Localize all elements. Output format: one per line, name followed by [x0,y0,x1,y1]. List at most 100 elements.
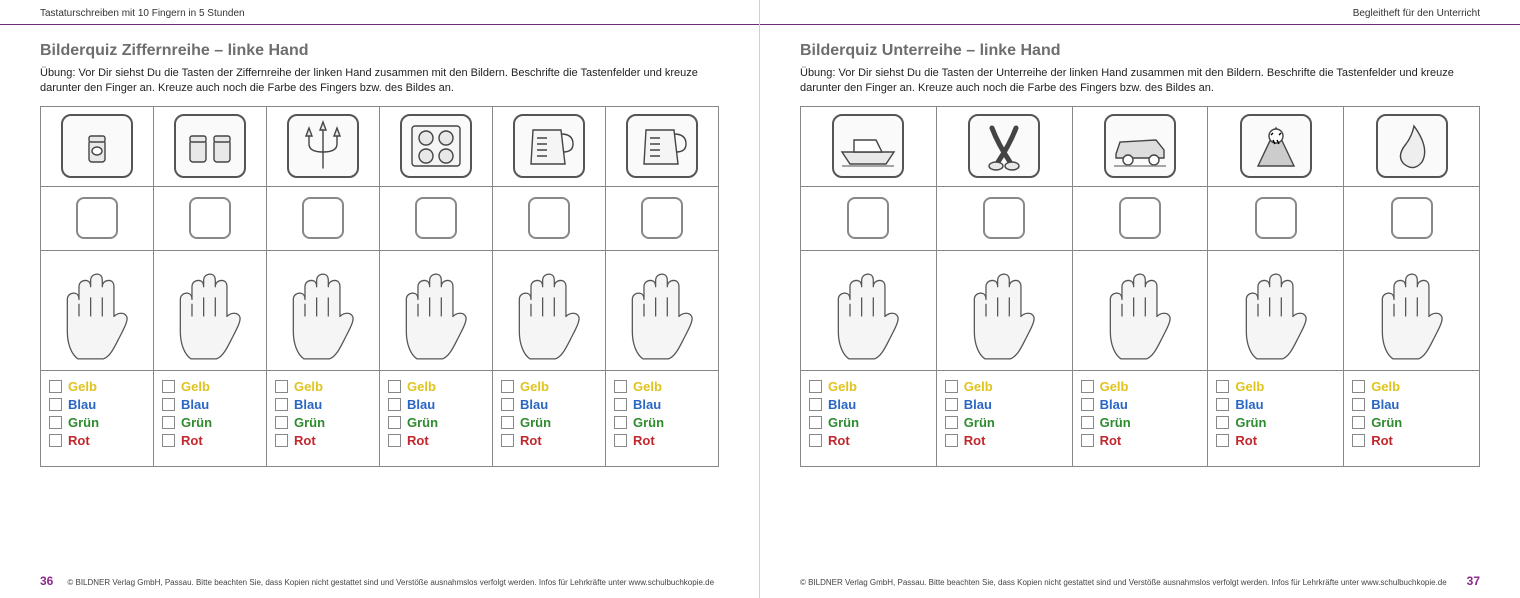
color-option-gelb[interactable]: Gelb [1081,379,1129,394]
color-option-grün[interactable]: Grün [501,415,551,430]
checkbox-icon[interactable] [49,398,62,411]
key-input-box[interactable] [641,197,683,239]
color-option-grün[interactable]: Grün [945,415,995,430]
checkbox-icon[interactable] [162,380,175,393]
color-option-gelb[interactable]: Gelb [501,379,549,394]
checkbox-icon[interactable] [275,416,288,429]
color-option-blau[interactable]: Blau [1216,397,1263,412]
color-option-blau[interactable]: Blau [945,397,992,412]
color-option-rot[interactable]: Rot [945,433,986,448]
key-input-box[interactable] [528,197,570,239]
key-input-box[interactable] [76,197,118,239]
checkbox-icon[interactable] [275,380,288,393]
color-option-blau[interactable]: Blau [501,397,548,412]
checkbox-icon[interactable] [49,434,62,447]
checkbox-icon[interactable] [614,398,627,411]
key-input-box[interactable] [415,197,457,239]
checkbox-icon[interactable] [1081,380,1094,393]
checkbox-icon[interactable] [162,434,175,447]
color-option-grün[interactable]: Grün [162,415,212,430]
checkbox-icon[interactable] [1216,398,1229,411]
color-label: Gelb [1100,379,1129,394]
color-option-rot[interactable]: Rot [1352,433,1393,448]
color-option-grün[interactable]: Grün [49,415,99,430]
checkbox-icon[interactable] [809,398,822,411]
checkbox-icon[interactable] [945,434,958,447]
checkbox-icon[interactable] [945,416,958,429]
checkbox-icon[interactable] [614,416,627,429]
color-option-rot[interactable]: Rot [614,433,655,448]
color-option-blau[interactable]: Blau [388,397,435,412]
checkbox-icon[interactable] [1216,434,1229,447]
color-option-blau[interactable]: Blau [809,397,856,412]
key-input-box[interactable] [847,197,889,239]
color-option-blau[interactable]: Blau [614,397,661,412]
color-option-blau[interactable]: Blau [162,397,209,412]
color-option-rot[interactable]: Rot [1216,433,1257,448]
color-option-grün[interactable]: Grün [388,415,438,430]
checkbox-icon[interactable] [1081,434,1094,447]
color-option-gelb[interactable]: Gelb [809,379,857,394]
color-option-grün[interactable]: Grün [1081,415,1131,430]
color-option-grün[interactable]: Grün [1352,415,1402,430]
color-option-rot[interactable]: Rot [388,433,429,448]
checkbox-icon[interactable] [1352,398,1365,411]
color-option-gelb[interactable]: Gelb [1216,379,1264,394]
color-option-gelb[interactable]: Gelb [1352,379,1400,394]
checkbox-icon[interactable] [501,434,514,447]
checkbox-icon[interactable] [501,398,514,411]
key-input-box[interactable] [1119,197,1161,239]
checkbox-icon[interactable] [945,380,958,393]
color-option-blau[interactable]: Blau [1081,397,1128,412]
checkbox-icon[interactable] [809,434,822,447]
checkbox-icon[interactable] [1216,380,1229,393]
color-option-rot[interactable]: Rot [162,433,203,448]
checkbox-icon[interactable] [809,380,822,393]
checkbox-icon[interactable] [49,380,62,393]
checkbox-icon[interactable] [809,416,822,429]
checkbox-icon[interactable] [614,380,627,393]
color-option-blau[interactable]: Blau [275,397,322,412]
checkbox-icon[interactable] [614,434,627,447]
key-input-box[interactable] [302,197,344,239]
color-option-blau[interactable]: Blau [1352,397,1399,412]
checkbox-icon[interactable] [49,416,62,429]
checkbox-icon[interactable] [1352,380,1365,393]
key-input-box[interactable] [983,197,1025,239]
checkbox-icon[interactable] [388,398,401,411]
checkbox-icon[interactable] [388,434,401,447]
color-option-rot[interactable]: Rot [275,433,316,448]
checkbox-icon[interactable] [275,434,288,447]
key-input-box[interactable] [1391,197,1433,239]
color-option-gelb[interactable]: Gelb [945,379,993,394]
key-input-box[interactable] [1255,197,1297,239]
color-option-rot[interactable]: Rot [1081,433,1122,448]
color-option-rot[interactable]: Rot [501,433,542,448]
color-option-gelb[interactable]: Gelb [162,379,210,394]
checkbox-icon[interactable] [1216,416,1229,429]
key-input-box[interactable] [189,197,231,239]
color-option-grün[interactable]: Grün [614,415,664,430]
color-option-blau[interactable]: Blau [49,397,96,412]
color-option-rot[interactable]: Rot [49,433,90,448]
checkbox-icon[interactable] [162,398,175,411]
checkbox-icon[interactable] [388,416,401,429]
checkbox-icon[interactable] [388,380,401,393]
color-option-grün[interactable]: Grün [275,415,325,430]
checkbox-icon[interactable] [1352,434,1365,447]
color-option-gelb[interactable]: Gelb [614,379,662,394]
color-option-gelb[interactable]: Gelb [275,379,323,394]
color-option-gelb[interactable]: Gelb [49,379,97,394]
checkbox-icon[interactable] [1352,416,1365,429]
checkbox-icon[interactable] [1081,398,1094,411]
checkbox-icon[interactable] [501,416,514,429]
checkbox-icon[interactable] [501,380,514,393]
checkbox-icon[interactable] [275,398,288,411]
color-option-grün[interactable]: Grün [1216,415,1266,430]
checkbox-icon[interactable] [162,416,175,429]
color-option-grün[interactable]: Grün [809,415,859,430]
color-option-rot[interactable]: Rot [809,433,850,448]
color-option-gelb[interactable]: Gelb [388,379,436,394]
checkbox-icon[interactable] [945,398,958,411]
checkbox-icon[interactable] [1081,416,1094,429]
